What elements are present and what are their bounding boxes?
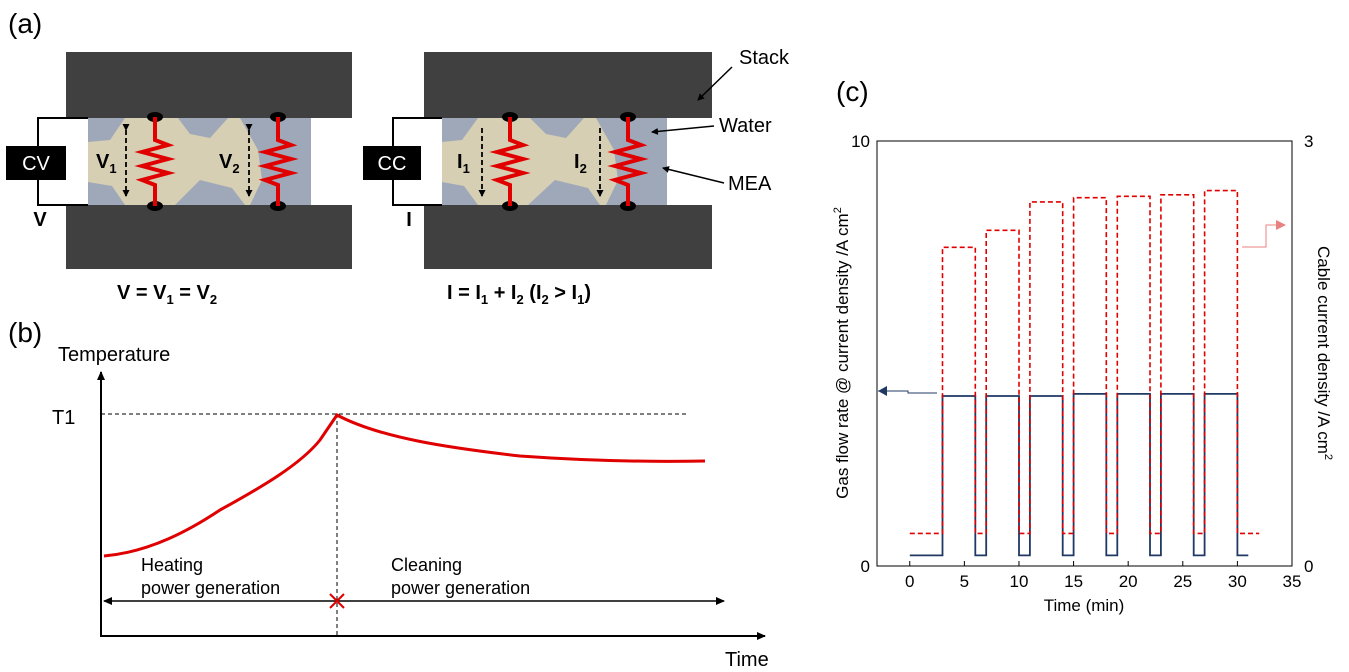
time-axis-label: Time	[725, 649, 769, 671]
water-region-left-1	[88, 118, 125, 142]
resistor-left-1	[134, 112, 176, 211]
stack-callout-line	[697, 66, 733, 101]
x-tick-label: 30	[1228, 572, 1247, 591]
x-tick-label: 5	[960, 572, 969, 591]
water-region-left-2	[88, 182, 125, 205]
cv-schematic: CV V V1 V2 V = V1 = V2	[6, 52, 352, 307]
cable-current-series-line	[909, 189, 1260, 535]
cleaning-phase-label-2: power generation	[391, 578, 530, 598]
top-stack-plate-right	[424, 52, 712, 118]
v1-label: V1	[96, 151, 117, 176]
cc-box	[363, 146, 421, 180]
x-tick-label: 25	[1173, 572, 1192, 591]
cc-schematic: CC I I1 I2 I = I1 + I2 (I2 > I1)	[363, 52, 712, 307]
panel-a: (a) CV V	[6, 8, 790, 307]
water-region-right-2	[442, 182, 478, 205]
right-y-tick-label: 0	[1304, 557, 1313, 576]
x-tick-label: 35	[1283, 572, 1302, 591]
cv-box-label: CV	[22, 153, 50, 175]
resistor-right-1	[489, 112, 531, 211]
bottom-stack-plate-right	[424, 205, 712, 269]
cv-equation: V = V1 = V2	[117, 282, 217, 307]
resistor-zigzag	[489, 117, 531, 206]
callouts: Stack Water MEA	[651, 47, 790, 195]
right-axis-indicator	[1242, 220, 1286, 248]
x-tick-label: 0	[905, 572, 914, 591]
temperature-curve	[103, 413, 706, 558]
v2-label: V2	[219, 151, 240, 176]
resistor-zigzag	[134, 117, 176, 206]
cc-equation: I = I1 + I2 (I2 > I1)	[447, 282, 591, 307]
v-terminal-label: V	[33, 209, 47, 231]
resistor-right-2	[607, 112, 649, 211]
gas-flow-series-line	[909, 392, 1249, 557]
right-y-axis-label: Cable current density /A cm2	[1314, 246, 1334, 460]
temperature-axis-label: Temperature	[58, 344, 170, 366]
water-region-right-1	[442, 118, 478, 142]
mea-callout-label: MEA	[728, 173, 772, 195]
x-tick-label: 20	[1119, 572, 1138, 591]
right-y-tick-label: 3	[1304, 132, 1313, 151]
cv-box	[6, 146, 66, 180]
water-callout-line	[651, 125, 715, 135]
water-region-right-3	[530, 118, 584, 138]
i-terminal-label: I	[406, 209, 412, 231]
water-region-left-4	[175, 180, 245, 205]
mea-callout-line	[662, 166, 725, 184]
switch-point-marker	[329, 593, 345, 609]
resistor-left-2	[257, 112, 299, 211]
panel-b-label: (b)	[8, 317, 42, 348]
left-axis-indicator-arrow	[878, 390, 909, 392]
left-y-tick-label: 10	[851, 132, 870, 151]
x-axis-label: Time (min)	[1044, 596, 1125, 615]
bottom-stack-plate-left	[66, 205, 352, 269]
panel-b: (b) Temperature Time T1 Heating power ge…	[8, 317, 769, 671]
panel-c-label: (c)	[836, 76, 869, 107]
stack-callout-label: Stack	[739, 47, 790, 69]
heating-phase-label-1: Heating	[141, 555, 203, 575]
water-region-right-4	[528, 180, 600, 205]
i2-label: I2	[574, 151, 587, 176]
x-tick-label: 15	[1064, 572, 1083, 591]
resistor-zigzag	[257, 117, 299, 206]
x-tick-label: 10	[1010, 572, 1029, 591]
t1-label: T1	[52, 407, 75, 429]
left-y-axis-label: Gas flow rate @ current density /A cm2	[832, 207, 852, 499]
panel-a-label: (a)	[8, 8, 42, 39]
water-region-left-3	[178, 118, 228, 138]
left-axis-indicator	[878, 386, 937, 396]
resistor-zigzag	[607, 117, 649, 206]
top-stack-plate-left	[66, 52, 352, 118]
i1-label: I1	[457, 151, 470, 176]
water-callout-label: Water	[719, 115, 772, 137]
heating-phase-label-2: power generation	[141, 578, 280, 598]
cleaning-phase-label-1: Cleaning	[391, 555, 462, 575]
plot-frame	[876, 140, 1293, 567]
cc-box-label: CC	[378, 153, 407, 175]
left-y-tick-label: 0	[861, 557, 870, 576]
